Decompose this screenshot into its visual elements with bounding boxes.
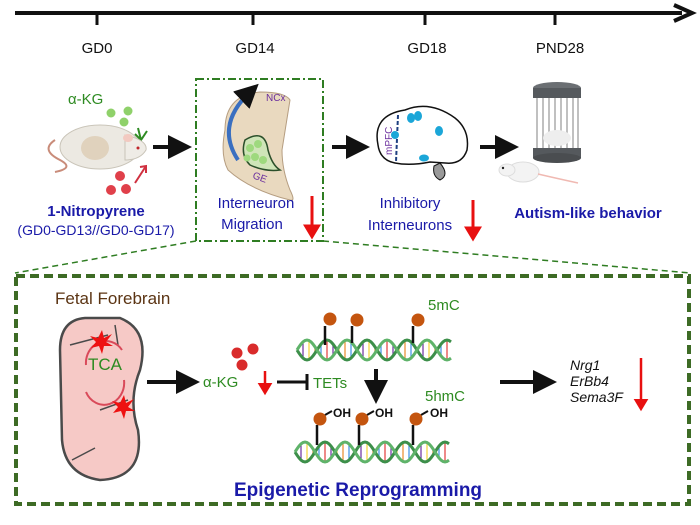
dna-helix-5mc-icon [295,338,452,362]
dna-strand [295,338,452,362]
akg-molecules-icon [106,106,133,127]
mechanism-dashed-box [14,274,691,506]
dna-helix-5hmc-icon [293,440,450,464]
embryonic-brain-section-icon [222,83,294,201]
oh-label-3: OH [430,406,448,420]
timeline-label-gd14: GD14 [235,40,274,57]
brain-icon [376,105,469,181]
timeline-label-pnd28: PND28 [536,40,584,57]
mpfc-label: mPFC [384,127,395,155]
pnd28-panel: Autism-like behavior [498,82,662,222]
timeline-label-gd18: GD18 [407,40,446,57]
zoom-connector-left [14,240,197,274]
dna-strand [295,338,452,362]
akg-in-arrow-icon [134,127,148,142]
zoom-connector-right [322,240,691,274]
epigenetic-reprogramming-label: Epigenetic Reprogramming [234,480,482,501]
mouse-icon [47,124,147,173]
timeline-arrowhead [673,3,697,23]
dna-strand [293,440,450,464]
akg-label: α-KG [203,374,238,391]
interneurons-label: Interneurons [368,217,452,234]
nitropyrene-in-arrow-icon [134,164,147,184]
inhibitory-label: Inhibitory [380,195,441,212]
mechanism-panel: Fetal Forebrain TCA α-KG TETs 5mC 5hmC [14,274,691,506]
interneuron-label: Interneuron [218,195,295,212]
gd14-dashdot-box [195,78,324,242]
timeline-label-gd0: GD0 [82,40,113,57]
gd18-panel: mPFC Inhibitory Interneurons [368,105,482,242]
oh-label-1: OH [333,406,351,420]
autism-behavior-label: Autism-like behavior [514,205,662,222]
cage-icon [533,82,581,163]
gd14-panel: NCx GE Interneuron Migration [195,78,324,242]
timeline: GD0 GD14 GD18 PND28 [15,3,697,57]
nitropyrene-label: 1-Nitropyrene [47,203,145,220]
gene-erbb4: ErBb4 [570,373,609,389]
oh-label-2: OH [375,406,393,420]
migration-label: Migration [221,216,283,233]
ncx-label: NCx [266,93,285,104]
inhibition-bar-icon [277,374,309,390]
methyl-groups-icon [323,312,425,345]
dna-strand [293,440,450,464]
gene-nrg1: Nrg1 [570,357,600,373]
tets-label: TETs [313,375,347,392]
exposure-panel: α-KG 1-Nitropyrene (GD0-GD13//GD0-GD17) [17,91,174,238]
fetal-forebrain-title: Fetal Forebrain [55,289,170,308]
mitochondrion-icon [58,316,144,482]
5mc-label: 5mC [428,297,460,314]
akg-supplement-label: α-KG [68,91,103,108]
nitropyrene-molecules-icon [106,171,131,195]
mouse-icon-pnd28 [498,161,579,184]
hydroxymethyl-groups-icon [313,410,429,445]
akg-molecules-icon-2 [231,343,259,371]
gene-sema3f: Sema3F [570,389,624,405]
exposure-window-label: (GD0-GD13//GD0-GD17) [17,222,174,238]
ge-label: GE [251,170,269,185]
tca-label: TCA [88,355,123,374]
5hmc-label: 5hmC [425,388,465,405]
